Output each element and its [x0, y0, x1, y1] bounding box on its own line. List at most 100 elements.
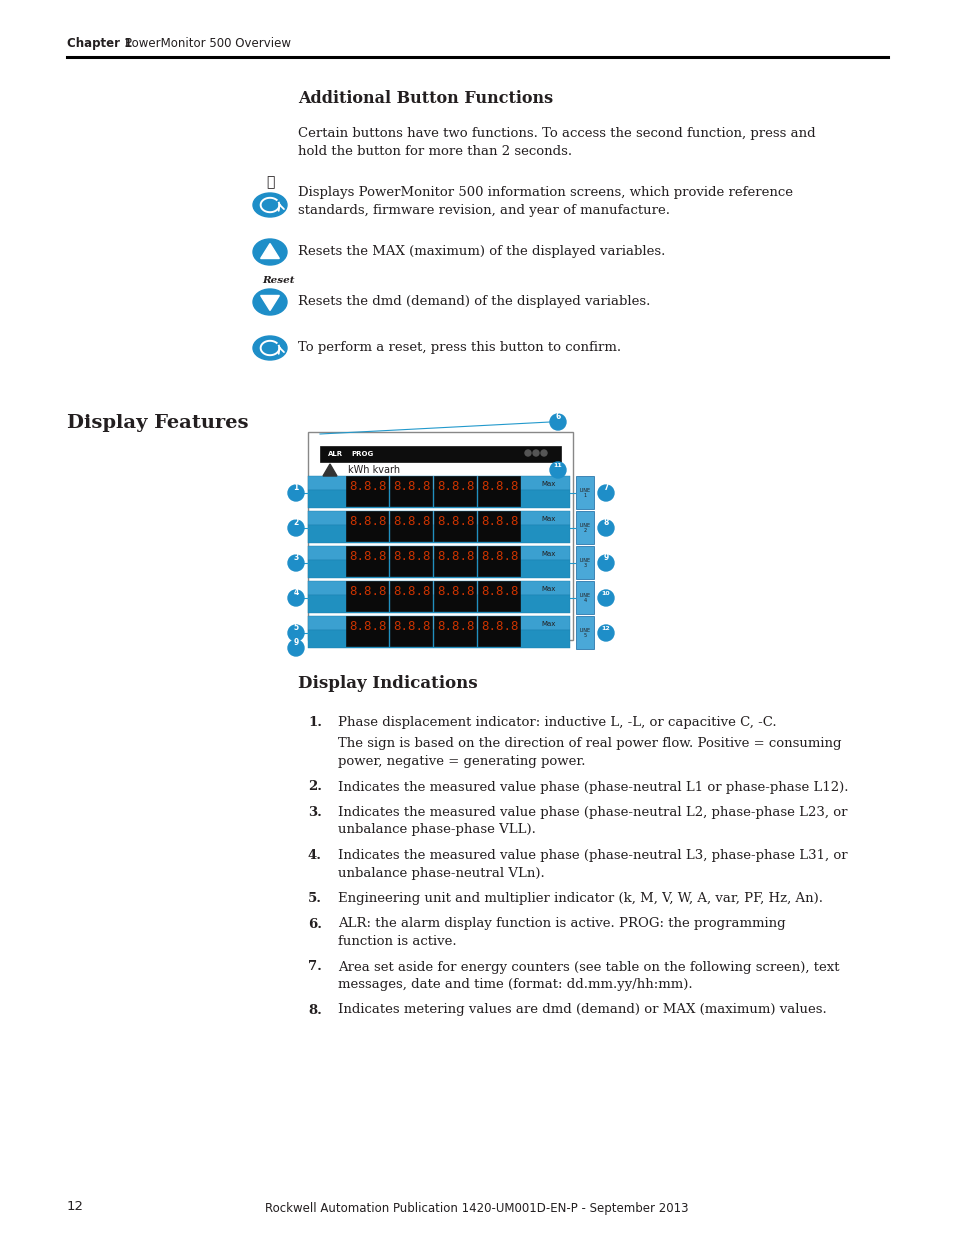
FancyBboxPatch shape — [319, 446, 560, 462]
Polygon shape — [260, 295, 279, 310]
Text: 8.8.8: 8.8.8 — [349, 550, 386, 563]
Text: 12: 12 — [67, 1200, 84, 1213]
FancyBboxPatch shape — [346, 475, 388, 506]
Text: Engineering unit and multiplier indicator (k, M, V, W, A, var, PF, Hz, An).: Engineering unit and multiplier indicato… — [337, 892, 822, 905]
FancyBboxPatch shape — [390, 546, 432, 576]
Circle shape — [288, 555, 304, 571]
Text: 7: 7 — [602, 483, 608, 492]
Text: 8.8.8: 8.8.8 — [436, 550, 474, 563]
Circle shape — [598, 485, 614, 501]
Text: Indicates the measured value phase (phase-neutral L2, phase-phase L23, or: Indicates the measured value phase (phas… — [337, 806, 846, 819]
Circle shape — [540, 450, 546, 456]
Text: 1.: 1. — [308, 716, 322, 729]
Text: Max: Max — [540, 516, 555, 522]
FancyBboxPatch shape — [308, 511, 569, 525]
Text: Max: Max — [540, 551, 555, 557]
Text: 8: 8 — [602, 517, 608, 527]
Ellipse shape — [253, 336, 287, 359]
FancyBboxPatch shape — [477, 475, 519, 506]
Text: 2.: 2. — [308, 781, 322, 794]
Text: Indicates the measured value phase (phase-neutral L1 or phase-phase L12).: Indicates the measured value phase (phas… — [337, 781, 847, 794]
Text: Chapter 1: Chapter 1 — [67, 37, 132, 49]
Text: 6: 6 — [555, 412, 560, 421]
Text: 8.8.8: 8.8.8 — [349, 585, 386, 598]
Text: 8.8.8: 8.8.8 — [436, 480, 474, 493]
Text: 3.: 3. — [308, 806, 321, 819]
FancyBboxPatch shape — [434, 616, 476, 646]
Text: Reset: Reset — [262, 275, 294, 285]
Text: 8.8.8: 8.8.8 — [480, 585, 518, 598]
FancyBboxPatch shape — [576, 546, 594, 579]
Text: Max: Max — [540, 585, 555, 592]
Ellipse shape — [253, 240, 287, 266]
Text: 10: 10 — [601, 592, 610, 597]
FancyBboxPatch shape — [477, 616, 519, 646]
FancyBboxPatch shape — [308, 475, 569, 490]
Circle shape — [550, 462, 565, 478]
Text: kWh kvarh: kWh kvarh — [348, 466, 399, 475]
FancyBboxPatch shape — [346, 580, 388, 611]
FancyBboxPatch shape — [308, 432, 573, 640]
Text: Resets the dmd (demand) of the displayed variables.: Resets the dmd (demand) of the displayed… — [297, 295, 650, 308]
Text: ⓘ: ⓘ — [266, 175, 274, 189]
FancyBboxPatch shape — [576, 616, 594, 650]
Text: 8.8.8: 8.8.8 — [393, 515, 430, 529]
Polygon shape — [260, 243, 279, 258]
Text: LINE
3: LINE 3 — [578, 558, 590, 568]
Text: 8.8.8: 8.8.8 — [393, 550, 430, 563]
FancyBboxPatch shape — [308, 490, 569, 508]
Text: 8.8.8: 8.8.8 — [349, 515, 386, 529]
Circle shape — [288, 590, 304, 606]
FancyBboxPatch shape — [576, 511, 594, 543]
Text: 8.8.8: 8.8.8 — [436, 585, 474, 598]
Text: The sign is based on the direction of real power flow. Positive = consuming: The sign is based on the direction of re… — [337, 737, 841, 751]
Text: Max: Max — [540, 621, 555, 627]
Circle shape — [288, 625, 304, 641]
Text: Certain buttons have two functions. To access the second function, press and: Certain buttons have two functions. To a… — [297, 127, 815, 140]
FancyBboxPatch shape — [390, 580, 432, 611]
Text: 3: 3 — [294, 553, 298, 562]
Circle shape — [288, 485, 304, 501]
Text: Max: Max — [540, 480, 555, 487]
Text: 7.: 7. — [308, 961, 321, 973]
Text: power, negative = generating power.: power, negative = generating power. — [337, 755, 585, 768]
FancyBboxPatch shape — [576, 475, 594, 509]
FancyBboxPatch shape — [477, 546, 519, 576]
Text: 9: 9 — [602, 553, 608, 562]
Text: PROG: PROG — [351, 451, 373, 457]
Text: 4: 4 — [294, 588, 298, 597]
FancyBboxPatch shape — [434, 511, 476, 541]
Text: ALR: the alarm display function is active. PROG: the programming: ALR: the alarm display function is activ… — [337, 918, 785, 930]
Circle shape — [598, 590, 614, 606]
Text: 2: 2 — [294, 517, 298, 527]
Text: 5: 5 — [294, 622, 298, 632]
Text: 4.: 4. — [308, 848, 322, 862]
Text: LINE
1: LINE 1 — [578, 488, 590, 498]
Text: unbalance phase-neutral VLn).: unbalance phase-neutral VLn). — [337, 867, 544, 879]
FancyBboxPatch shape — [434, 475, 476, 506]
Text: 8.8.8: 8.8.8 — [480, 550, 518, 563]
Ellipse shape — [253, 289, 287, 315]
Text: 8.: 8. — [308, 1004, 321, 1016]
Text: Resets the MAX (maximum) of the displayed variables.: Resets the MAX (maximum) of the displaye… — [297, 245, 664, 258]
Text: LINE
5: LINE 5 — [578, 629, 590, 638]
Text: 8.8.8: 8.8.8 — [349, 620, 386, 634]
FancyBboxPatch shape — [576, 580, 594, 614]
Circle shape — [288, 640, 304, 656]
Text: 6.: 6. — [308, 918, 322, 930]
Text: 8.8.8: 8.8.8 — [393, 620, 430, 634]
Text: Rockwell Automation Publication 1420-UM001D-EN-P - September 2013: Rockwell Automation Publication 1420-UM0… — [265, 1202, 688, 1215]
FancyBboxPatch shape — [308, 616, 569, 630]
Text: 8.8.8: 8.8.8 — [480, 515, 518, 529]
Circle shape — [550, 414, 565, 430]
Text: 12: 12 — [601, 626, 610, 631]
Text: Displays PowerMonitor 500 information screens, which provide reference: Displays PowerMonitor 500 information sc… — [297, 186, 792, 199]
Text: 1: 1 — [294, 483, 298, 492]
Circle shape — [598, 555, 614, 571]
FancyBboxPatch shape — [308, 559, 569, 578]
Text: 8.8.8: 8.8.8 — [393, 480, 430, 493]
FancyBboxPatch shape — [308, 546, 569, 559]
FancyBboxPatch shape — [477, 511, 519, 541]
FancyBboxPatch shape — [346, 546, 388, 576]
FancyBboxPatch shape — [308, 525, 569, 543]
